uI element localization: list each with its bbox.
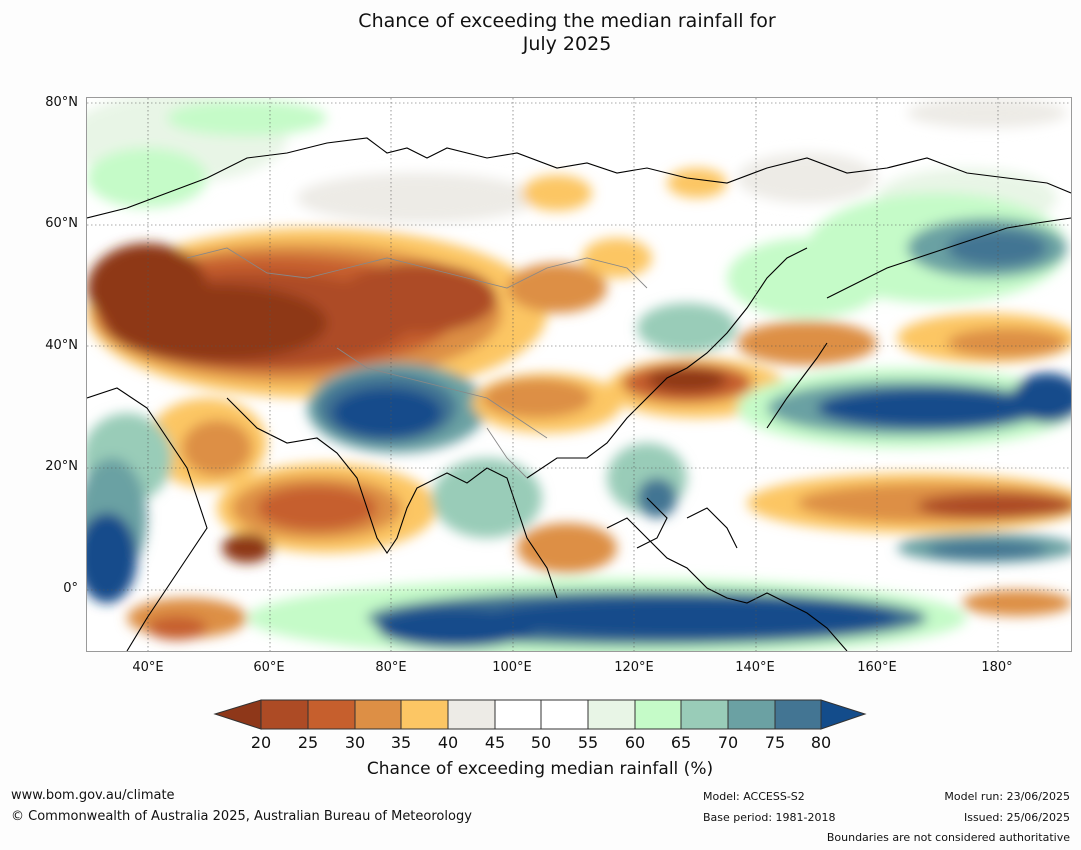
country-borders [186, 247, 648, 479]
map-canvas [87, 98, 1071, 651]
colorbar-over-arrow [820, 699, 867, 730]
colorbar-bin-30-35 [354, 699, 402, 730]
colorbar-tick-65: 65 [670, 733, 692, 752]
colorbar-bin-60-65 [634, 699, 682, 730]
colorbar-tick-25: 25 [297, 733, 319, 752]
colorbar-bin-65-70 [680, 699, 729, 730]
colorbar-tick-40: 40 [437, 733, 459, 752]
model-info: Model: ACCESS-S2 [703, 790, 805, 803]
colorbar-tick-55: 55 [577, 733, 599, 752]
colorbar-tick-30: 30 [344, 733, 366, 752]
lon-label-160e: 160°E [857, 660, 897, 675]
lat-label-0: 0° [63, 581, 78, 596]
rainfall-probability-map [86, 97, 1072, 652]
colorbar-bin-40-45 [447, 699, 496, 730]
model-run-date: Model run: 23/06/2025 [944, 790, 1070, 803]
lon-label-180: 180° [981, 660, 1013, 675]
boundaries-disclaimer: Boundaries are not considered authoritat… [826, 831, 1070, 844]
colorbar-bin-55-60 [587, 699, 636, 730]
colorbar-tick-80: 80 [810, 733, 832, 752]
colorbar-tick-45: 45 [484, 733, 506, 752]
map-title-line-1: Chance of exceeding the median rainfall … [358, 10, 776, 32]
lon-label-60e: 60°E [253, 660, 285, 675]
lon-label-80e: 80°E [375, 660, 407, 675]
colorbar-tick-20: 20 [250, 733, 272, 752]
base-period-info: Base period: 1981-2018 [703, 811, 836, 824]
colorbar-tick-35: 35 [390, 733, 412, 752]
colorbar [213, 699, 867, 730]
colorbar-bin-75-80 [774, 699, 822, 730]
website-link[interactable]: www.bom.gov.au/climate [11, 788, 175, 803]
graticule [87, 98, 1071, 651]
colorbar-bin-20-25 [260, 699, 309, 730]
issued-date: Issued: 25/06/2025 [963, 811, 1070, 824]
lon-label-140e: 140°E [735, 660, 775, 675]
colorbar-tick-70: 70 [717, 733, 739, 752]
colorbar-tick-75: 75 [764, 733, 786, 752]
colorbar-tick-60: 60 [624, 733, 646, 752]
lat-label-80n: 80°N [45, 95, 78, 110]
lat-label-60n: 60°N [45, 216, 78, 231]
copyright-text: © Commonwealth of Australia 2025, Austra… [11, 809, 472, 824]
colorbar-bin-70-75 [727, 699, 776, 730]
colorbar-tick-50: 50 [530, 733, 552, 752]
coastlines [87, 137, 1071, 651]
colorbar-bin-45-50 [494, 699, 542, 730]
colorbar-label: Chance of exceeding median rainfall (%) [366, 759, 714, 779]
lon-label-100e: 100°E [492, 660, 532, 675]
lat-label-20n: 20°N [45, 459, 78, 474]
colorbar-bin-25-30 [307, 699, 356, 730]
map-title: Chance of exceeding the median rainfall … [0, 10, 1081, 56]
colorbar-under-arrow [213, 699, 262, 730]
lon-label-120e: 120°E [614, 660, 654, 675]
lon-label-40e: 40°E [132, 660, 164, 675]
probability-field [87, 98, 1071, 651]
colorbar-bin-50-55 [540, 699, 589, 730]
colorbar-bin-35-40 [400, 699, 449, 730]
lat-label-40n: 40°N [45, 338, 78, 353]
map-title-line-2: July 2025 [522, 33, 612, 55]
